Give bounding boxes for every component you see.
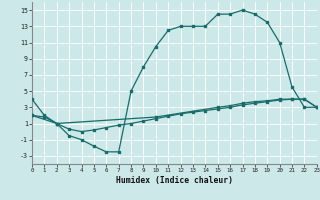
X-axis label: Humidex (Indice chaleur): Humidex (Indice chaleur) [116, 176, 233, 185]
